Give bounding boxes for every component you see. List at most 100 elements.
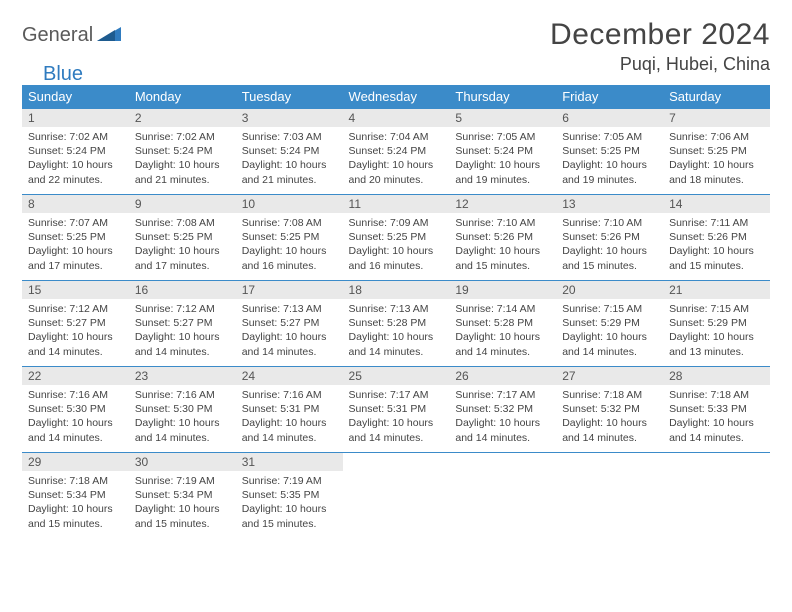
- calendar-day-cell: 23Sunrise: 7:16 AMSunset: 5:30 PMDayligh…: [129, 367, 236, 453]
- calendar-day-cell: 3Sunrise: 7:03 AMSunset: 5:24 PMDaylight…: [236, 109, 343, 195]
- daylight-line: Daylight: 10 hours and 19 minutes.: [455, 158, 550, 186]
- day-details: Sunrise: 7:05 AMSunset: 5:24 PMDaylight:…: [449, 127, 556, 193]
- sunset-line: Sunset: 5:25 PM: [349, 230, 444, 244]
- sunrise-line: Sunrise: 7:08 AM: [242, 216, 337, 230]
- day-details: Sunrise: 7:16 AMSunset: 5:30 PMDaylight:…: [129, 385, 236, 451]
- sunset-line: Sunset: 5:28 PM: [455, 316, 550, 330]
- sunset-line: Sunset: 5:32 PM: [562, 402, 657, 416]
- day-number: 27: [556, 367, 663, 385]
- sunset-line: Sunset: 5:34 PM: [28, 488, 123, 502]
- day-details: Sunrise: 7:02 AMSunset: 5:24 PMDaylight:…: [22, 127, 129, 193]
- day-details: Sunrise: 7:06 AMSunset: 5:25 PMDaylight:…: [663, 127, 770, 193]
- sunrise-line: Sunrise: 7:02 AM: [135, 130, 230, 144]
- daylight-line: Daylight: 10 hours and 14 minutes.: [562, 330, 657, 358]
- daylight-line: Daylight: 10 hours and 14 minutes.: [135, 330, 230, 358]
- sunrise-line: Sunrise: 7:11 AM: [669, 216, 764, 230]
- day-details: Sunrise: 7:11 AMSunset: 5:26 PMDaylight:…: [663, 213, 770, 279]
- sunset-line: Sunset: 5:27 PM: [135, 316, 230, 330]
- calendar-week-row: 15Sunrise: 7:12 AMSunset: 5:27 PMDayligh…: [22, 281, 770, 367]
- day-details: Sunrise: 7:02 AMSunset: 5:24 PMDaylight:…: [129, 127, 236, 193]
- day-number: [449, 453, 556, 471]
- daylight-line: Daylight: 10 hours and 14 minutes.: [28, 330, 123, 358]
- sunset-line: Sunset: 5:25 PM: [562, 144, 657, 158]
- daylight-line: Daylight: 10 hours and 18 minutes.: [669, 158, 764, 186]
- location-label: Puqi, Hubei, China: [550, 54, 770, 75]
- day-number: 4: [343, 109, 450, 127]
- day-number: 5: [449, 109, 556, 127]
- daylight-line: Daylight: 10 hours and 14 minutes.: [349, 330, 444, 358]
- sunrise-line: Sunrise: 7:10 AM: [455, 216, 550, 230]
- calendar-day-cell: 10Sunrise: 7:08 AMSunset: 5:25 PMDayligh…: [236, 195, 343, 281]
- sunset-line: Sunset: 5:33 PM: [669, 402, 764, 416]
- sunrise-line: Sunrise: 7:08 AM: [135, 216, 230, 230]
- calendar-day-cell: 19Sunrise: 7:14 AMSunset: 5:28 PMDayligh…: [449, 281, 556, 367]
- daylight-line: Daylight: 10 hours and 14 minutes.: [455, 330, 550, 358]
- calendar-day-cell: [663, 453, 770, 539]
- sunset-line: Sunset: 5:31 PM: [349, 402, 444, 416]
- sunset-line: Sunset: 5:25 PM: [28, 230, 123, 244]
- brand-part2: Blue: [43, 63, 83, 86]
- day-details: Sunrise: 7:17 AMSunset: 5:31 PMDaylight:…: [343, 385, 450, 451]
- sunset-line: Sunset: 5:31 PM: [242, 402, 337, 416]
- sunrise-line: Sunrise: 7:04 AM: [349, 130, 444, 144]
- sunset-line: Sunset: 5:24 PM: [242, 144, 337, 158]
- calendar-day-cell: 2Sunrise: 7:02 AMSunset: 5:24 PMDaylight…: [129, 109, 236, 195]
- calendar-day-cell: 16Sunrise: 7:12 AMSunset: 5:27 PMDayligh…: [129, 281, 236, 367]
- day-number: 26: [449, 367, 556, 385]
- day-details: Sunrise: 7:03 AMSunset: 5:24 PMDaylight:…: [236, 127, 343, 193]
- daylight-line: Daylight: 10 hours and 15 minutes.: [455, 244, 550, 272]
- sunrise-line: Sunrise: 7:19 AM: [135, 474, 230, 488]
- sunrise-line: Sunrise: 7:19 AM: [242, 474, 337, 488]
- calendar-day-cell: 7Sunrise: 7:06 AMSunset: 5:25 PMDaylight…: [663, 109, 770, 195]
- day-number: 1: [22, 109, 129, 127]
- day-details: Sunrise: 7:13 AMSunset: 5:27 PMDaylight:…: [236, 299, 343, 365]
- brand-triangle-icon: [97, 25, 121, 46]
- brand-part1: General: [22, 24, 93, 47]
- day-details: Sunrise: 7:16 AMSunset: 5:31 PMDaylight:…: [236, 385, 343, 451]
- sunset-line: Sunset: 5:30 PM: [135, 402, 230, 416]
- calendar-day-cell: 1Sunrise: 7:02 AMSunset: 5:24 PMDaylight…: [22, 109, 129, 195]
- sunset-line: Sunset: 5:25 PM: [135, 230, 230, 244]
- calendar-day-cell: 12Sunrise: 7:10 AMSunset: 5:26 PMDayligh…: [449, 195, 556, 281]
- calendar-body: 1Sunrise: 7:02 AMSunset: 5:24 PMDaylight…: [22, 109, 770, 539]
- sunrise-line: Sunrise: 7:13 AM: [242, 302, 337, 316]
- calendar-day-cell: 8Sunrise: 7:07 AMSunset: 5:25 PMDaylight…: [22, 195, 129, 281]
- day-number: 10: [236, 195, 343, 213]
- day-details: Sunrise: 7:13 AMSunset: 5:28 PMDaylight:…: [343, 299, 450, 365]
- day-number: 31: [236, 453, 343, 471]
- calendar-day-cell: 17Sunrise: 7:13 AMSunset: 5:27 PMDayligh…: [236, 281, 343, 367]
- calendar-day-cell: 13Sunrise: 7:10 AMSunset: 5:26 PMDayligh…: [556, 195, 663, 281]
- daylight-line: Daylight: 10 hours and 13 minutes.: [669, 330, 764, 358]
- sunrise-line: Sunrise: 7:15 AM: [562, 302, 657, 316]
- day-number: 2: [129, 109, 236, 127]
- sunset-line: Sunset: 5:24 PM: [349, 144, 444, 158]
- daylight-line: Daylight: 10 hours and 14 minutes.: [669, 416, 764, 444]
- day-details: Sunrise: 7:15 AMSunset: 5:29 PMDaylight:…: [556, 299, 663, 365]
- day-details: Sunrise: 7:18 AMSunset: 5:33 PMDaylight:…: [663, 385, 770, 451]
- sunset-line: Sunset: 5:29 PM: [562, 316, 657, 330]
- sunset-line: Sunset: 5:35 PM: [242, 488, 337, 502]
- header: General December 2024 Puqi, Hubei, China: [22, 18, 770, 75]
- daylight-line: Daylight: 10 hours and 14 minutes.: [135, 416, 230, 444]
- day-number: 15: [22, 281, 129, 299]
- calendar-day-cell: 24Sunrise: 7:16 AMSunset: 5:31 PMDayligh…: [236, 367, 343, 453]
- calendar-table: Sunday Monday Tuesday Wednesday Thursday…: [22, 85, 770, 539]
- day-number: 23: [129, 367, 236, 385]
- daylight-line: Daylight: 10 hours and 14 minutes.: [28, 416, 123, 444]
- sunset-line: Sunset: 5:25 PM: [669, 144, 764, 158]
- sunset-line: Sunset: 5:30 PM: [28, 402, 123, 416]
- day-number: 30: [129, 453, 236, 471]
- day-details: Sunrise: 7:09 AMSunset: 5:25 PMDaylight:…: [343, 213, 450, 279]
- day-number: 29: [22, 453, 129, 471]
- daylight-line: Daylight: 10 hours and 17 minutes.: [135, 244, 230, 272]
- calendar-day-cell: 5Sunrise: 7:05 AMSunset: 5:24 PMDaylight…: [449, 109, 556, 195]
- daylight-line: Daylight: 10 hours and 20 minutes.: [349, 158, 444, 186]
- calendar-day-cell: 26Sunrise: 7:17 AMSunset: 5:32 PMDayligh…: [449, 367, 556, 453]
- sunset-line: Sunset: 5:24 PM: [455, 144, 550, 158]
- weekday-header-row: Sunday Monday Tuesday Wednesday Thursday…: [22, 85, 770, 109]
- weekday-header: Saturday: [663, 85, 770, 109]
- day-number: 9: [129, 195, 236, 213]
- day-number: [663, 453, 770, 471]
- day-details: Sunrise: 7:08 AMSunset: 5:25 PMDaylight:…: [129, 213, 236, 279]
- sunrise-line: Sunrise: 7:13 AM: [349, 302, 444, 316]
